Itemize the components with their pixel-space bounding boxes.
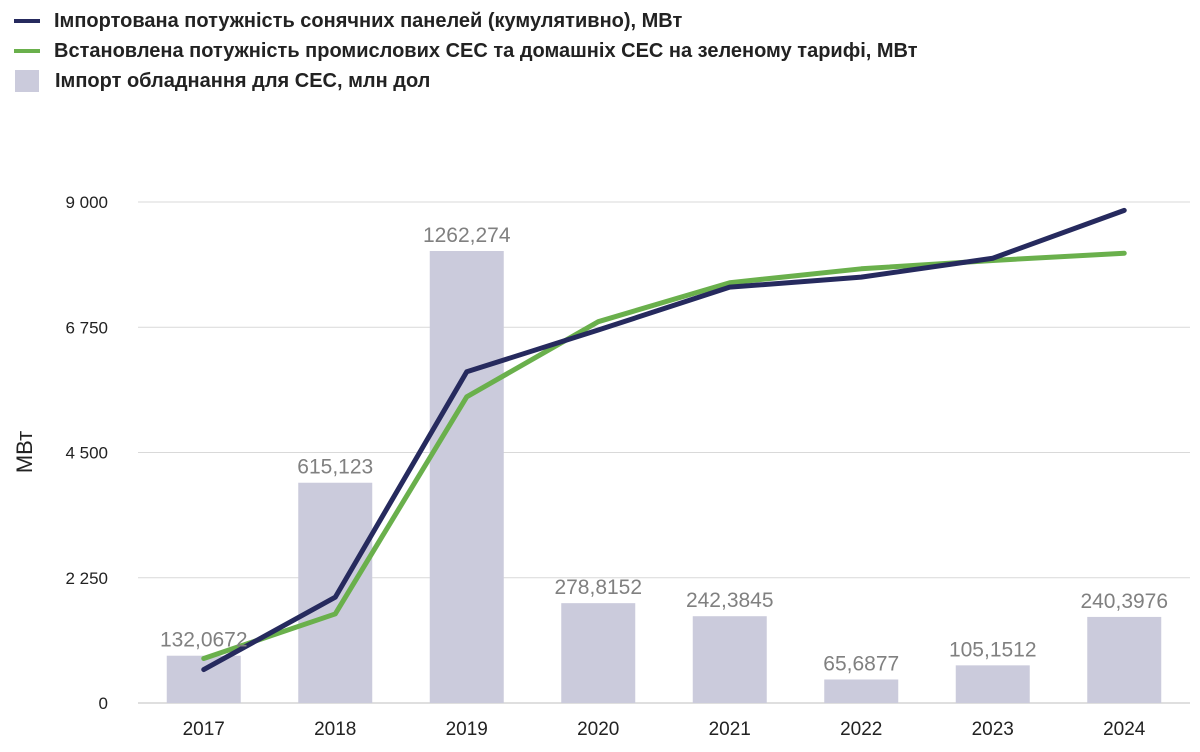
bar [166,655,241,703]
bar-data-label: 240,3976 [1080,590,1168,613]
bar [692,616,767,703]
bar-data-label: 65,6877 [823,652,899,675]
bar-data-label: 242,3845 [686,589,774,612]
bar-data-label: 615,123 [297,456,373,479]
x-tick-label: 2022 [840,719,882,740]
data-labels: 132,0672 615,123 1262,274 278,8152 242,3845 6… [160,224,1168,675]
x-tick-label: 2021 [709,719,751,740]
bar-data-label: 278,8152 [554,576,642,599]
legend-item-equipment: Імпорт обладнання для СЕС, млн дол [14,66,918,96]
bar [1087,616,1162,703]
line-imported-capacity [201,207,1127,673]
bar [429,251,504,703]
bar [824,679,899,703]
y-tick-label: 4 500 [65,444,108,463]
x-tick-label: 2020 [577,719,619,740]
bar-series [166,251,1162,703]
legend: Імпортована потужність сонячних панелей … [14,6,918,96]
legend-swatch-installed [14,49,40,53]
legend-label-equipment: Імпорт обладнання для СЕС, млн дол [55,69,431,92]
x-axis: 2017 2018 2019 2020 2021 2022 2023 2024 [183,719,1146,740]
y-tick-label: 2 250 [65,569,108,588]
y-tick-label: 0 [99,694,108,713]
bar-data-label: 132,0672 [160,629,248,652]
legend-swatch-imported [14,19,40,23]
line-series [201,207,1127,673]
bar-data-label: 1262,274 [423,224,511,247]
x-tick-label: 2023 [972,719,1014,740]
y-tick-label: 9 000 [65,193,108,212]
bar [561,603,636,703]
bar-data-label: 105,1512 [949,638,1037,661]
legend-label-installed: Встановлена потужність промислових СЕС т… [54,39,918,62]
y-axis: 0 2 250 4 500 6 750 9 000 [65,193,108,713]
legend-label-imported: Імпортована потужність сонячних панелей … [54,9,683,32]
x-tick-label: 2018 [314,719,356,740]
legend-swatch-equipment [15,70,39,92]
x-tick-label: 2024 [1103,719,1146,740]
x-tick-label: 2017 [183,719,225,740]
x-tick-label: 2019 [446,719,488,740]
bar [955,665,1030,703]
y-axis-title: МВт [12,431,37,473]
legend-item-imported: Імпортована потужність сонячних панелей … [14,6,918,36]
legend-item-installed: Встановлена потужність промислових СЕС т… [14,36,918,66]
y-tick-label: 6 750 [65,318,108,337]
